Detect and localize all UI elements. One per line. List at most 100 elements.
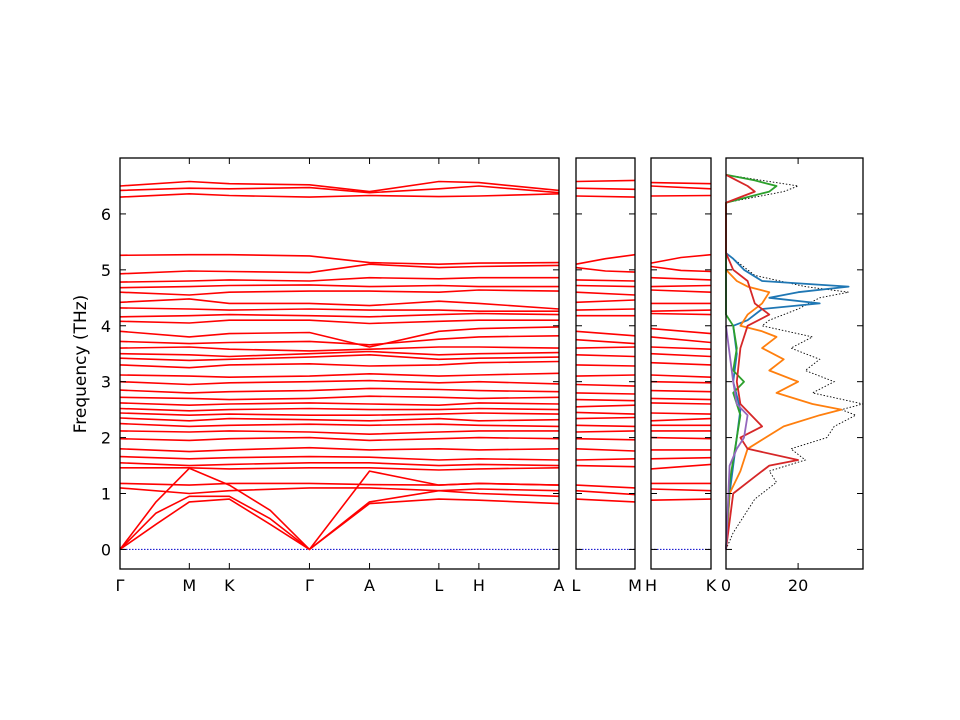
band-14 (575, 346, 636, 349)
dos-panel: 0 20 (721, 157, 864, 595)
band-21 (575, 404, 636, 408)
band-2 (575, 187, 636, 191)
band-28 (575, 458, 636, 461)
dos-series-6 (725, 325, 749, 550)
band-2 (119, 185, 560, 194)
band-24 (575, 424, 636, 428)
band-13 (119, 326, 560, 348)
band-1 (575, 179, 636, 183)
x-tick-label: K (706, 576, 717, 595)
band-32 (119, 461, 560, 467)
y-tick-label: 2 (101, 429, 111, 448)
band-6 (575, 279, 636, 282)
band-24 (119, 407, 560, 412)
band-29 (575, 464, 636, 468)
band-12 (650, 327, 712, 335)
band-19 (119, 372, 560, 379)
band-25 (119, 412, 560, 417)
band-21 (119, 387, 560, 394)
band-10 (575, 308, 636, 311)
band-13 (650, 336, 712, 344)
x-tick-label: A (554, 576, 565, 595)
x-tick-label: H (645, 576, 657, 595)
band-15 (650, 352, 712, 358)
band-27 (575, 448, 636, 452)
band-19 (575, 392, 636, 395)
band-22 (650, 412, 712, 415)
band-11 (650, 312, 712, 316)
band-13 (575, 338, 636, 345)
band-1 (119, 180, 560, 193)
band-5 (650, 265, 712, 273)
band-12 (119, 319, 559, 325)
panel-frame (119, 157, 560, 570)
band-7 (650, 284, 712, 288)
band-11 (119, 312, 560, 318)
band-18 (119, 360, 560, 369)
y-tick-label: 0 (101, 540, 111, 559)
dos-x-tick-label: 20 (788, 576, 808, 595)
y-tick-label: 3 (101, 373, 111, 392)
band-5 (119, 263, 560, 275)
band-21 (650, 402, 712, 405)
band-30 (575, 484, 636, 489)
band-20 (650, 397, 712, 401)
band-36 (119, 467, 560, 551)
band-19 (650, 389, 712, 393)
band-29 (119, 436, 560, 442)
band-14 (650, 346, 712, 350)
x-tick-label: H (473, 576, 485, 595)
band-8 (575, 291, 636, 296)
x-tick-label: Γ (305, 576, 314, 595)
band-6 (650, 276, 712, 281)
band-20 (119, 379, 560, 386)
band-26 (119, 417, 560, 422)
x-tick-label: M (628, 576, 642, 595)
panel-frame (575, 157, 636, 570)
band-3 (119, 193, 560, 198)
band-2 (650, 185, 712, 190)
band-32 (575, 498, 636, 503)
band-8 (119, 289, 560, 296)
band-32 (650, 498, 712, 501)
band-18 (575, 383, 636, 387)
band-3 (650, 194, 712, 197)
band-15 (119, 346, 560, 352)
dos-series-1 (725, 174, 864, 550)
band-7 (119, 284, 559, 289)
dos-frame (725, 157, 864, 570)
band-6 (119, 276, 559, 283)
band-29 (650, 463, 712, 470)
panel-frame (650, 157, 712, 570)
y-tick-label: 6 (101, 205, 111, 224)
band-16 (650, 361, 712, 366)
y-tick-label: 4 (101, 317, 111, 336)
band-panel-1: Γ M K Γ A L H A 0 1 2 3 4 5 6 (101, 157, 565, 595)
x-tick-label: A (364, 576, 375, 595)
x-tick-label: Γ (116, 576, 125, 595)
band-10 (650, 309, 712, 312)
band-4 (119, 253, 560, 266)
dos-series-4 (725, 173, 778, 550)
dos-series-2 (725, 252, 850, 550)
band-23 (119, 402, 560, 407)
x-tick-label: L (572, 576, 581, 595)
band-33 (120, 466, 560, 471)
dos-series-3 (725, 269, 843, 550)
dos-x-tick-label: 0 (721, 576, 731, 595)
y-tick-label: 1 (101, 485, 111, 504)
y-tick-label: 5 (101, 261, 111, 280)
band-7 (575, 284, 636, 288)
band-4 (575, 253, 636, 265)
band-12 (575, 330, 636, 337)
x-tick-label: L (434, 576, 443, 595)
band-31 (575, 489, 636, 496)
band-31 (650, 488, 712, 492)
band-20 (575, 398, 636, 402)
band-17 (650, 374, 712, 378)
band-28 (650, 456, 712, 460)
x-tick-label: K (224, 576, 235, 595)
band-17 (575, 374, 636, 377)
